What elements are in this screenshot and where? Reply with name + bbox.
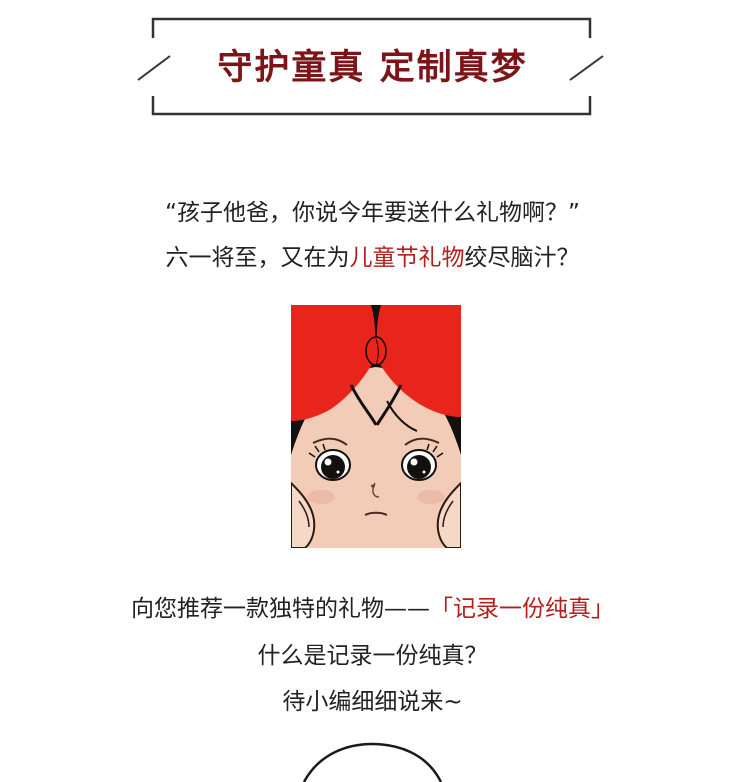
right-slash: [569, 55, 604, 81]
intro-line-2: 六一将至，又在为儿童节礼物绞尽脑汁？: [0, 243, 745, 273]
bow-right: [376, 305, 461, 417]
product-highlight: 「记录一份纯真」: [430, 596, 614, 622]
left-hand: [291, 481, 316, 548]
intro-line-1: “孩子他爸，你说今年要送什么礼物啊？”: [165, 200, 580, 226]
girl-with-bow-illustration: [291, 305, 461, 548]
title-frame: [137, 17, 604, 116]
left-slash: [137, 55, 171, 81]
bow-left: [291, 305, 376, 421]
intro-line-2-before: 六一将至，又在为: [165, 245, 350, 271]
recommend-line-1-before: 向您推荐一款独特的礼物——: [131, 596, 430, 622]
gift-highlight: 儿童节礼物: [349, 245, 465, 271]
bottom-circle-decoration: [302, 742, 443, 782]
bow-knot: [365, 336, 387, 366]
recommend-line-3: 待小编细细说来~: [282, 689, 463, 715]
intro-line-2-after: 绞尽脑汁？: [464, 245, 580, 271]
page-title: 守护童真 定制真梦: [217, 48, 528, 88]
recommend-line-1: 向您推荐一款独特的礼物——「记录一份纯真」: [0, 594, 745, 624]
right-hand: [436, 481, 461, 548]
recommend-line-2: 什么是记录一份纯真？: [257, 643, 488, 669]
